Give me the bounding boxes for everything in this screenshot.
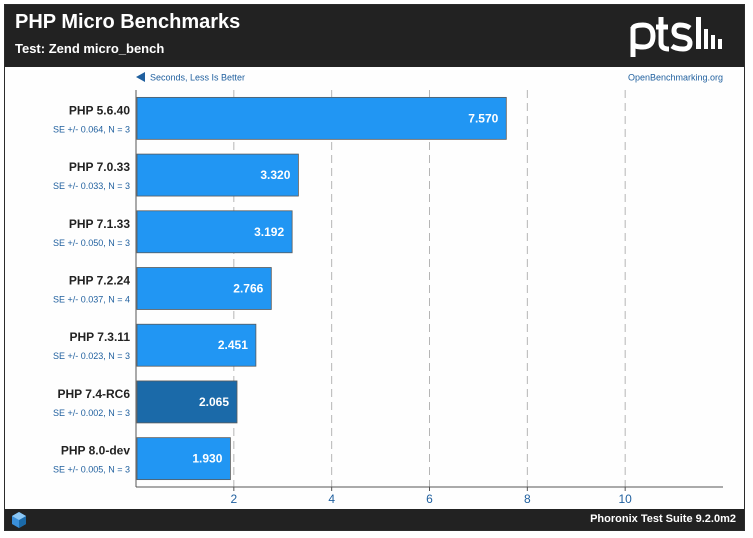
category-label: PHP 8.0-dev: [61, 444, 130, 458]
bar-value-label: 2.766: [233, 282, 263, 296]
bar-value-label: 3.192: [254, 225, 284, 239]
category-label: PHP 7.4-RC6: [58, 387, 131, 401]
bar: [136, 96, 507, 140]
footer-text: Phoronix Test Suite 9.2.0m2: [590, 513, 736, 525]
pts-logo: [630, 17, 722, 57]
grid-layer: [233, 90, 626, 487]
source-note: OpenBenchmarking.org: [628, 73, 723, 83]
bar-value-label: 2.065: [199, 395, 229, 409]
direction-arrow-icon: [136, 72, 145, 82]
category-label: PHP 7.1.33: [69, 217, 130, 231]
bar: [136, 153, 299, 197]
bar-value-label: 2.451: [218, 338, 248, 352]
se-label: SE +/- 0.064, N = 3: [53, 124, 130, 134]
se-label: SE +/- 0.050, N = 3: [53, 238, 130, 248]
direction-note: Seconds, Less Is Better: [150, 73, 245, 83]
phoronix-cube-icon: [12, 512, 26, 528]
labels-layer: 7.570 PHP 5.6.40 SE +/- 0.064, N = 3 3.320 P…: [53, 103, 499, 474]
se-label: SE +/- 0.033, N = 3: [53, 181, 130, 191]
bar: [136, 323, 257, 367]
x-tick-label: 2: [230, 492, 237, 506]
bar: [136, 267, 272, 310]
bar-chart: 7.570 PHP 5.6.40 SE +/- 0.064, N = 3 3.320 P…: [53, 72, 723, 506]
chart-footer: Phoronix Test Suite 9.2.0m2: [5, 509, 744, 530]
x-tick-label: 10: [618, 492, 632, 506]
bar-value-label: 1.930: [192, 452, 222, 466]
axis-layer: 2 4 6 8 10: [135, 90, 723, 506]
bar: [136, 437, 231, 481]
se-label: SE +/- 0.023, N = 3: [53, 351, 130, 361]
se-label: SE +/- 0.037, N = 4: [53, 295, 130, 305]
chart-header: PHP Micro Benchmarks Test: Zend micro_be…: [5, 5, 744, 67]
bar: [136, 210, 293, 254]
x-tick-label: 4: [328, 492, 335, 506]
se-label: SE +/- 0.005, N = 3: [53, 465, 130, 475]
bar: [136, 380, 238, 424]
x-tick-label: 8: [524, 492, 531, 506]
chart-title: PHP Micro Benchmarks: [15, 11, 241, 33]
bar-value-label: 3.320: [260, 168, 290, 182]
chart-subtitle: Test: Zend micro_bench: [15, 41, 165, 56]
category-label: PHP 5.6.40: [69, 103, 130, 117]
category-label: PHP 7.3.11: [70, 330, 131, 344]
category-label: PHP 7.2.24: [69, 274, 130, 288]
chart-frame: PHP Micro Benchmarks Test: Zend micro_be…: [4, 4, 745, 531]
bars-layer: [136, 96, 507, 481]
x-tick-label: 6: [426, 492, 433, 506]
category-label: PHP 7.0.33: [69, 160, 130, 174]
se-label: SE +/- 0.002, N = 3: [53, 408, 130, 418]
bar-value-label: 7.570: [468, 111, 498, 125]
